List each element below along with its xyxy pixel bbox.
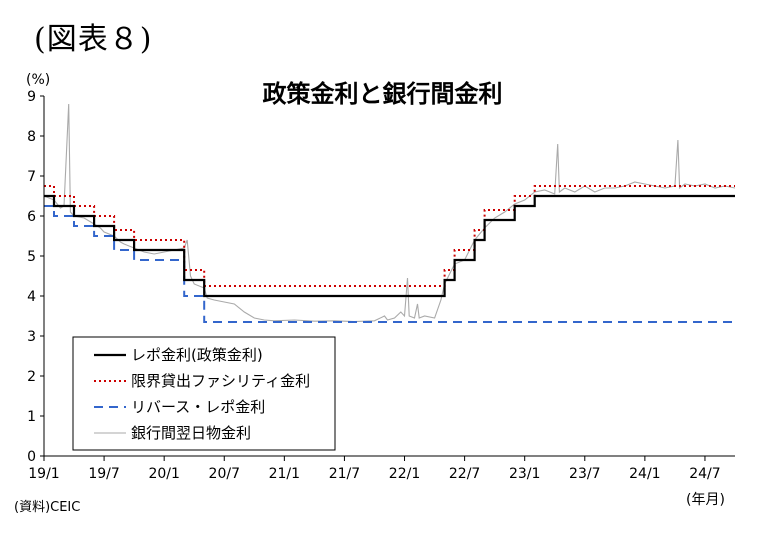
legend-label-1: レポ金利(政策金利)	[131, 346, 263, 364]
plot-area	[43, 103, 736, 323]
legend-label-3: リバース・レポ金利	[131, 398, 265, 416]
x-tick-label: 21/7	[329, 466, 360, 482]
legend-label-2: 限界貸出ファシリティ金利	[131, 372, 310, 390]
legend-label-4: 銀行間翌日物金利	[131, 424, 251, 442]
chart-title: 政策金利と銀行間金利	[262, 80, 503, 108]
x-axis-unit: (年月)	[686, 492, 725, 508]
y-tick-label: 3	[27, 329, 36, 345]
y-tick-label: 0	[27, 449, 36, 465]
y-tick-label: 4	[27, 289, 36, 305]
y-tick-label: 6	[27, 209, 36, 225]
y-tick-label: 5	[27, 249, 36, 265]
series-line-1	[44, 194, 735, 298]
series-line-2	[44, 185, 735, 287]
series-line-3	[44, 205, 735, 323]
x-tick-label: 22/7	[449, 466, 480, 482]
figure-label: (図表８)	[34, 22, 153, 57]
axes: 0 1 2 3 4 5 6 7 8 9 19/1 19/7 20/1 20/7 21/1 21/7 22/1 22…	[27, 89, 735, 482]
y-tick-label: 7	[27, 169, 36, 185]
y-tick-label: 2	[27, 369, 36, 385]
y-tick-label: 8	[27, 129, 36, 145]
x-tick-label: 24/7	[689, 466, 720, 482]
source-note: (資料)CEIC	[14, 500, 81, 515]
x-tick-label: 24/1	[629, 466, 660, 482]
x-tick-label: 19/1	[28, 466, 59, 482]
x-tick-label: 22/1	[389, 466, 420, 482]
x-tick-label: 19/7	[88, 466, 119, 482]
x-tick-label: 23/7	[569, 466, 600, 482]
x-tick-label: 20/1	[148, 466, 179, 482]
x-tick-label: 23/1	[509, 466, 540, 482]
x-tick-label: 21/1	[269, 466, 300, 482]
series-line-4	[43, 103, 736, 323]
x-tick-label: 20/7	[209, 466, 240, 482]
y-tick-label: 9	[27, 89, 36, 105]
y-tick-label: 1	[27, 409, 36, 425]
y-axis-unit: (%)	[26, 72, 51, 88]
